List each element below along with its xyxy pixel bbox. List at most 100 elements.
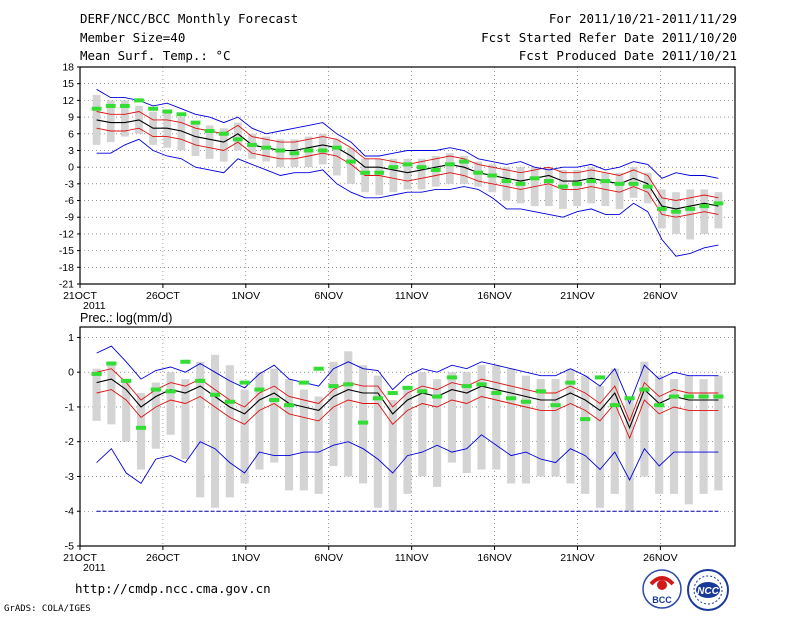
precipitation-climatology-mark [358, 420, 369, 425]
precipitation-climatology-mark [121, 378, 132, 383]
temperature-climatology-mark [685, 206, 696, 211]
precipitation-ytick-label: -1 [65, 401, 74, 413]
precipitation-climatology-mark [328, 384, 339, 389]
source-url[interactable]: http://cmdp.ncc.cma.gov.cn [75, 581, 271, 596]
precipitation-climatology-mark [506, 396, 517, 401]
precipitation-ytick-label: -5 [65, 541, 74, 553]
temperature-member-bar [332, 139, 341, 176]
precipitation-member-bar [314, 396, 323, 494]
precipitation-member-bar [136, 393, 146, 470]
temperature-member-bar [544, 167, 553, 207]
temperature-member-bar [460, 156, 468, 184]
temperature-member-bar [389, 158, 398, 193]
precipitation-member-bar [329, 361, 338, 467]
precipitation-member-bar [92, 368, 101, 421]
precipitation-climatology-mark [461, 384, 472, 389]
precipitation-member-bar [507, 368, 516, 484]
temperature-climatology-mark [331, 145, 342, 150]
temperature-ytick-label: 3 [68, 145, 74, 157]
ncc-logo: NCC [686, 568, 730, 612]
precipitation-member-bar [477, 365, 486, 470]
temperature-member-bar [219, 128, 228, 162]
precipitation-climatology-mark [476, 382, 487, 387]
precipitation-member-bar [536, 379, 545, 477]
temperature-ytick-label: -3 [65, 178, 74, 190]
precipitation-member-bar [151, 382, 160, 449]
temperature-ytick-label: -18 [59, 262, 74, 274]
temperature-member-bar [573, 169, 581, 207]
temperature-member-bar [403, 158, 412, 190]
temperature-ytick-label: -12 [59, 228, 74, 240]
precipitation-member-bar [581, 375, 590, 494]
temperature-climatology-mark [190, 120, 201, 125]
temperature-climatology-mark [176, 112, 187, 117]
chart-title: DERF/NCC/BCC Monthly Forecast [80, 11, 299, 26]
temperature-climatology-mark [303, 148, 314, 153]
precipitation-xtick-label: 26NOV [643, 552, 677, 564]
precipitation-xtick-label: 21OCT [63, 552, 97, 564]
precipitation-climatology-mark [683, 394, 694, 399]
temperature-climatology-mark [162, 109, 173, 114]
temperature-climatology-mark [204, 128, 215, 133]
forecast-produced-date: Fcst Produced Date 2011/10/21 [518, 48, 737, 63]
precipitation-climatology-mark [254, 387, 265, 392]
temperature-xtick-label: 16NOV [477, 290, 511, 302]
temperature-member-bar [234, 122, 242, 151]
temperature-member-bar [375, 158, 384, 195]
temperature-climatology-mark [642, 184, 653, 189]
temperature-ensemble-min-line [96, 138, 719, 257]
temperature-climatology-mark [657, 206, 667, 211]
temperature-member-bar [417, 158, 426, 190]
precipitation-climatology-mark [91, 371, 102, 376]
precipitation-climatology-mark [609, 403, 620, 408]
temperature-ytick-label: -9 [65, 212, 74, 224]
precipitation-climatology-mark [580, 417, 591, 422]
precipitation-member-bar [521, 375, 531, 484]
temperature-xtick-label: 26OCT [146, 290, 180, 302]
precipitation-xtick-label: 21NOV [560, 552, 594, 564]
temperature-member-bar [488, 164, 497, 193]
precipitation-xtick-label: 11NOV [395, 552, 429, 564]
precipitation-frame [79, 326, 736, 547]
ncc-logo-text: NCC [697, 586, 719, 597]
precipitation-member-bar [610, 368, 619, 494]
precipitation-member-bar [655, 375, 664, 494]
precipitation-ytick-label: -4 [65, 506, 74, 518]
precipitation-member-bar [299, 389, 308, 491]
precipitation-member-bar [492, 365, 501, 470]
precipitation-ytick-label: -2 [65, 436, 74, 448]
precipitation-climatology-mark [402, 385, 413, 390]
precipitation-xtick-label: 26OCT [146, 552, 180, 564]
temperature-climatology-mark [360, 170, 370, 175]
precipitation-member-bar [669, 379, 679, 494]
precipitation-climatology-mark [180, 359, 191, 364]
precipitation-member-bar [373, 375, 382, 508]
precipitation-climatology-mark [372, 396, 383, 401]
temperature-climatology-mark [289, 151, 300, 156]
temperature-lower-spread-line [96, 127, 719, 218]
temperature-climatology-mark [430, 167, 441, 172]
precipitation-ytick-label: 1 [68, 332, 74, 344]
precipitation-climatology-mark [135, 425, 147, 430]
precipitation-climatology-mark [269, 398, 280, 402]
temperature-member-bar [205, 125, 214, 159]
temperature-climatology-mark [402, 162, 413, 167]
temperature-ytick-label: -15 [59, 245, 74, 257]
bcc-logo-icon: BCC [642, 569, 682, 609]
precipitation-climatology-mark [209, 392, 221, 397]
temperature-climatology-mark [105, 103, 116, 108]
temperature-climatology-mark [543, 179, 554, 184]
precipitation-member-bar [447, 372, 456, 463]
grads-credit: GrADS: COLA/IGES [4, 604, 91, 614]
precipitation-ensemble-max-line [96, 345, 719, 405]
temperature-climatology-mark [699, 204, 710, 209]
temperature-ytick-label: 18 [62, 62, 74, 74]
precipitation-member-bar [122, 379, 131, 442]
temperature-climatology-mark [671, 209, 681, 214]
precipitation-climatology-mark [417, 389, 428, 394]
temperature-climatology-mark [261, 145, 272, 150]
precipitation-member-bar [270, 368, 279, 463]
precipitation-member-bar [595, 386, 605, 508]
temperature-climatology-mark [529, 176, 540, 181]
